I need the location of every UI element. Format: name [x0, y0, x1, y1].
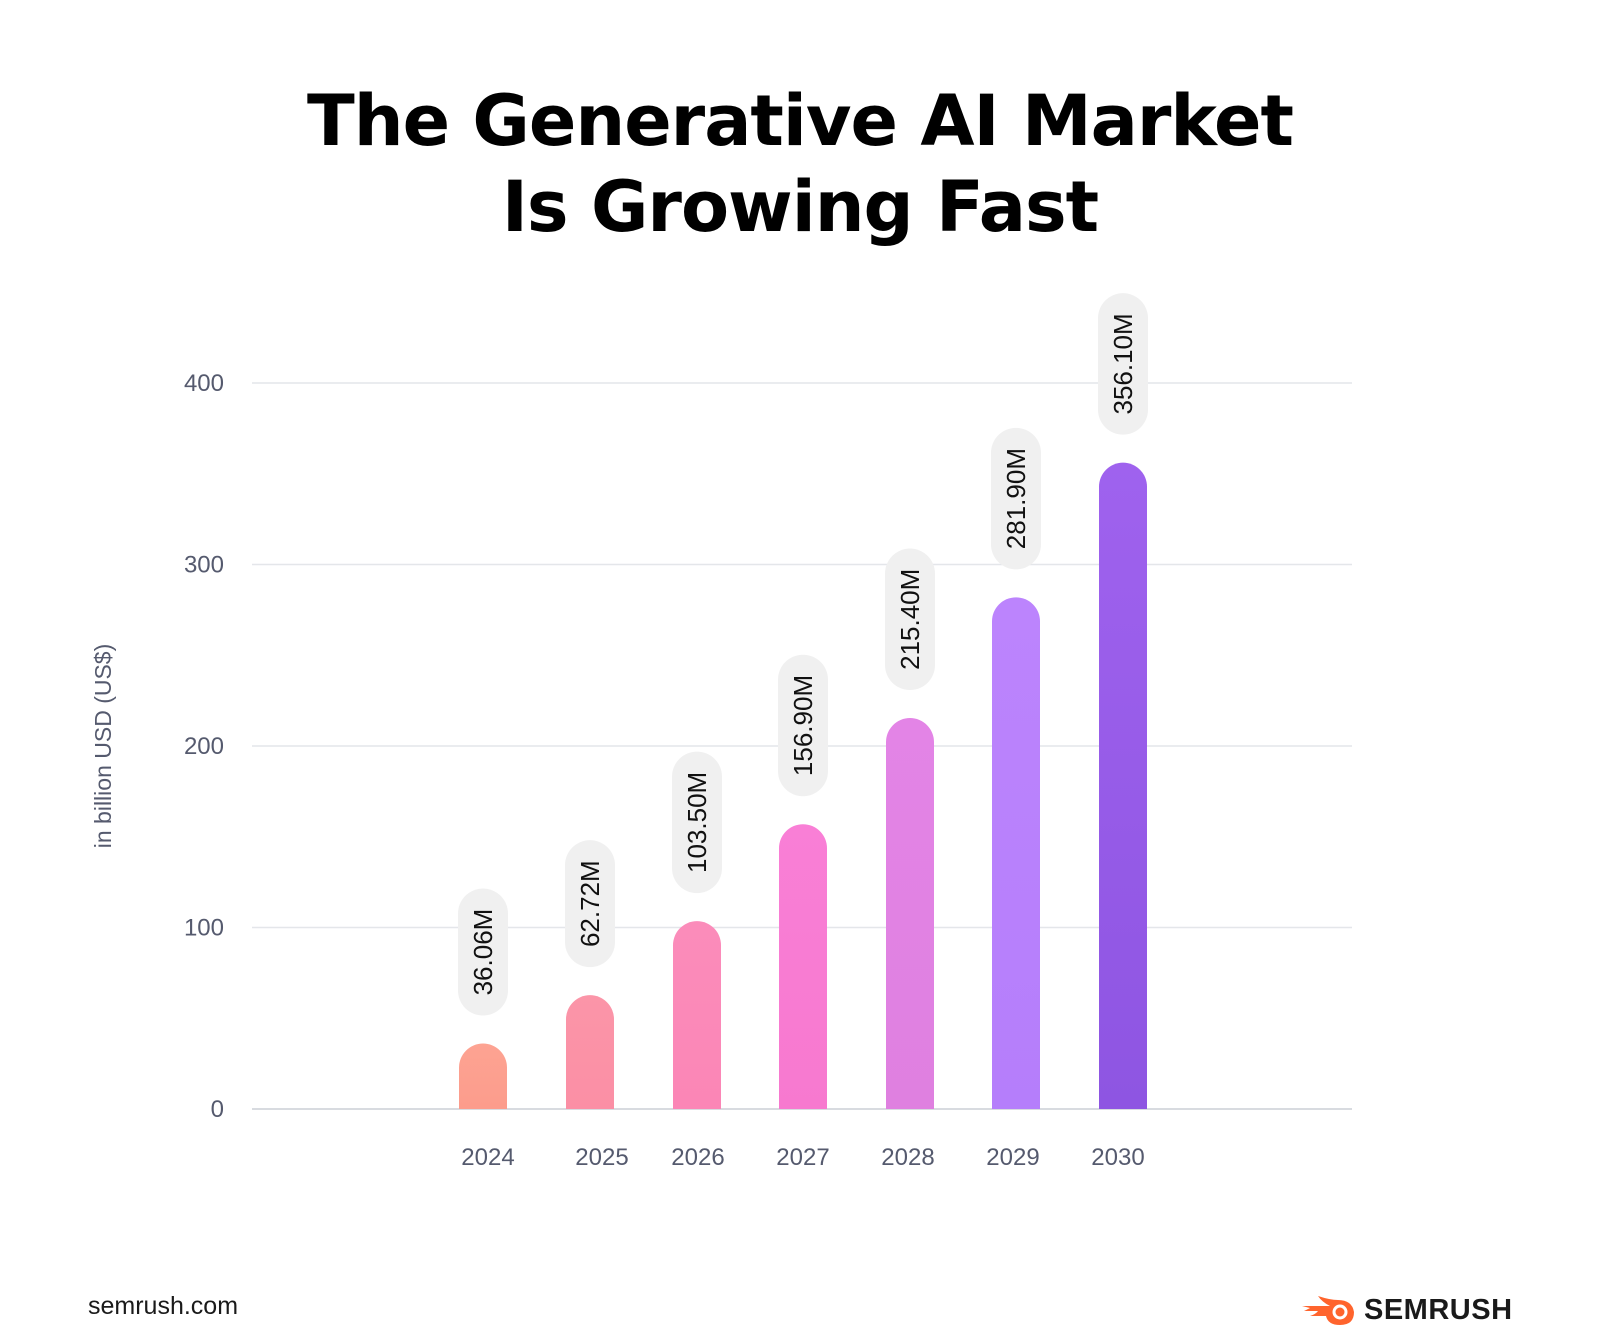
- bar-2029: [992, 597, 1040, 1109]
- x-tick-label: 2029: [986, 1144, 1039, 1171]
- semrush-brand-text: SEMRUSH: [1364, 1293, 1513, 1326]
- data-label-pill: [565, 840, 615, 968]
- data-label-pill: [1098, 293, 1148, 435]
- bar-2028: [886, 718, 934, 1109]
- bar-2024: [459, 1043, 507, 1109]
- data-label-pill: [458, 888, 508, 1016]
- bars: [459, 462, 1147, 1110]
- y-axis-label: in billion USD (US$): [90, 644, 116, 849]
- x-tick-label: 2030: [1091, 1144, 1144, 1171]
- y-tick-label: 100: [184, 915, 224, 942]
- data-label: 281.90M: [1001, 448, 1031, 549]
- data-label: 103.50M: [682, 772, 712, 873]
- semrush-logo: SEMRUSH: [1300, 1290, 1513, 1330]
- x-tick-label: 2027: [776, 1144, 829, 1171]
- chart-title-line-1: The Generative AI Market: [307, 80, 1294, 162]
- x-tick-label: 2025: [575, 1144, 628, 1171]
- bar-2030: [1099, 462, 1147, 1110]
- x-tick-label: 2024: [461, 1144, 514, 1171]
- y-tick-label: 200: [184, 733, 224, 760]
- bar-2026: [673, 921, 721, 1109]
- semrush-flame-icon: [1302, 1296, 1354, 1325]
- bar-2027: [779, 824, 828, 1109]
- data-label: 36.06M: [468, 909, 498, 996]
- x-axis-ticks: 2024 2025 2026 2027 2028 2029 2030: [461, 1144, 1144, 1171]
- data-label: 62.72M: [575, 860, 605, 947]
- x-tick-label: 2026: [671, 1144, 724, 1171]
- x-tick-label: 2028: [881, 1144, 934, 1171]
- y-tick-label: 0: [211, 1096, 224, 1123]
- data-label: 215.40M: [895, 569, 925, 670]
- bar-2025: [566, 995, 614, 1109]
- footer-url: semrush.com: [88, 1292, 239, 1320]
- y-axis-ticks: 0 100 200 300 400: [184, 370, 224, 1123]
- chart-title-line-2: Is Growing Fast: [501, 166, 1099, 248]
- y-tick-label: 300: [184, 552, 224, 579]
- data-label-pill: [885, 548, 935, 691]
- data-label-pill: [991, 427, 1041, 570]
- y-tick-label: 400: [184, 370, 224, 397]
- data-label-pill: [778, 654, 828, 797]
- data-label-pill: [672, 751, 722, 894]
- data-label: 156.90M: [788, 675, 818, 776]
- chart-title: The Generative AI Market Is Growing Fast: [0, 78, 1600, 250]
- data-label: 356.10M: [1108, 313, 1138, 414]
- data-labels: 36.06M 62.72M 103.50M 156.90M 215.40M 281.90M…: [458, 293, 1148, 1016]
